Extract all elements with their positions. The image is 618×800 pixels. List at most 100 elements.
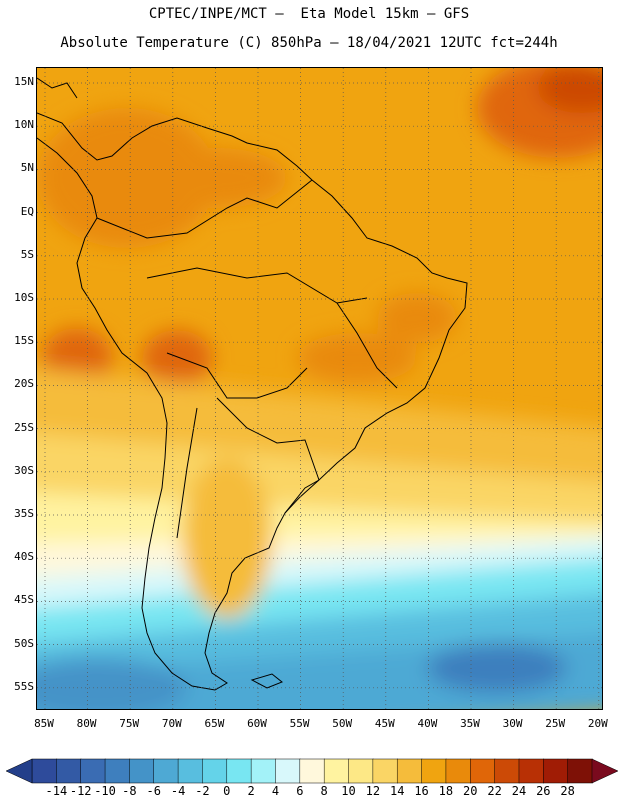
lat-label: 40S: [14, 550, 34, 564]
field-argentina-warm: [182, 458, 272, 618]
lon-label: 30W: [502, 717, 523, 730]
colorbar-tick-label: -8: [122, 784, 137, 798]
lon-label: 20W: [587, 717, 608, 730]
colorbar-tick-label: 12: [365, 784, 381, 798]
colorbar-tick-label: 24: [511, 784, 527, 798]
lat-label: 55S: [14, 679, 34, 693]
field-hot-bolivia: [142, 330, 212, 386]
colorbar-swatch: [275, 758, 301, 784]
border-amazon: [146, 267, 368, 304]
temperature-map: [36, 67, 603, 710]
field-cold-pacific: [37, 658, 187, 709]
colorbar-swatch: [31, 758, 58, 784]
colorbar-swatch: [543, 758, 569, 784]
colorbar-tick-label: -14: [45, 784, 68, 798]
lon-label: 65W: [204, 717, 225, 730]
colorbar-swatch: [567, 758, 593, 784]
colorbar-swatch: [80, 758, 106, 784]
lat-label: 15S: [14, 334, 34, 348]
colorbar-swatch: [202, 758, 228, 784]
lon-label: 25W: [545, 717, 566, 730]
border-brazil-states: [336, 302, 398, 389]
colorbar-tick-label: -10: [94, 784, 116, 798]
field-hot-ne: [537, 68, 602, 113]
border-chile-argentina: [176, 407, 198, 539]
lon-label: 80W: [76, 717, 97, 730]
south-america-coast: [37, 112, 468, 691]
colorbar-swatch: [445, 758, 472, 784]
field-orange-brazil: [297, 333, 417, 383]
field-orange-nw: [37, 108, 217, 248]
lat-label: 5S: [20, 247, 34, 261]
map-title-line-2: Absolute Temperature (C) 850hPa – 18/04/…: [60, 35, 558, 51]
colorbar-tick-label: 2: [247, 784, 255, 798]
colorbar-tick-label: 4: [271, 784, 280, 798]
colorbar-swatch: [518, 758, 545, 784]
colorbar-tick-label: 20: [463, 784, 478, 798]
colorbar-swatch: [104, 758, 131, 784]
central-america: [37, 77, 78, 99]
lat-label: 5N: [20, 161, 34, 175]
lat-label: 35S: [14, 507, 34, 520]
coastlines: [37, 77, 468, 691]
colorbar-swatch: [494, 758, 520, 784]
colorbar-swatch: [250, 758, 277, 784]
border-paraguay: [216, 397, 320, 481]
lon-label: 60W: [247, 717, 267, 730]
colorbar-tick-label: 10: [341, 784, 356, 798]
lat-lon-grid: [37, 68, 602, 709]
lat-label: 50S: [14, 636, 34, 650]
border-uruguay: [284, 479, 320, 514]
colorbar-tick-label: -12: [69, 784, 92, 798]
colorbar-tick-label: 22: [487, 784, 502, 798]
colorbar-swatch: [129, 758, 155, 784]
colorbar-swatch: [323, 758, 350, 784]
lon-label: 50W: [332, 717, 353, 730]
colorbar-tick-label: -2: [195, 784, 210, 798]
lat-label: 10S: [14, 291, 34, 304]
colorbar-over-arrow: [591, 758, 618, 784]
lat-label: 30S: [14, 463, 34, 477]
field-cold-atlantic: [427, 643, 567, 693]
colorbar-under-arrow: [5, 758, 33, 784]
lon-label: 45W: [374, 717, 395, 730]
colorbar-swatch: [470, 758, 496, 784]
map-title-line-1: CPTEC/INPE/MCT – Eta Model 15km – GFS: [148, 6, 470, 22]
colorbar-swatch: [177, 758, 204, 784]
lon-label: 55W: [289, 717, 310, 730]
lat-label: 45S: [14, 593, 34, 607]
border-north: [96, 179, 313, 239]
colorbar-tick-label: 26: [536, 784, 551, 798]
field-orange-n: [147, 148, 287, 208]
colorbar-swatch: [226, 758, 252, 784]
colorbar-swatch: [396, 758, 423, 784]
lat-label: 15N: [14, 75, 34, 88]
lon-label: 35W: [460, 717, 480, 730]
colorbar-swatch: [299, 758, 325, 784]
border-bolivia: [166, 352, 308, 399]
map-canvas: [37, 68, 602, 709]
lon-label: 40W: [417, 717, 438, 730]
colorbar-swatch: [348, 758, 374, 784]
colorbar-tick-label: 16: [414, 784, 429, 798]
colorbar-tick-label: 0: [223, 784, 231, 798]
colorbar-swatch: [421, 758, 447, 784]
colorbar-swatch: [153, 758, 179, 784]
field-orange-ne-brazil: [377, 293, 457, 343]
lat-label: 25S: [14, 420, 34, 434]
lat-label: 20S: [14, 377, 34, 391]
lon-label: 85W: [34, 717, 54, 730]
falklands: [250, 673, 283, 689]
colorbar-swatch: [56, 758, 82, 784]
colorbar-tick-label: 18: [438, 784, 454, 798]
lon-label: 75W: [119, 717, 140, 730]
colorbar-tick-label: 14: [389, 784, 405, 798]
lat-label: 10N: [14, 118, 34, 132]
lat-label: EQ: [20, 204, 34, 218]
colorbar: [5, 758, 618, 784]
colorbar-tick-label: 6: [296, 784, 304, 798]
colorbar-tick-label: -6: [146, 784, 161, 798]
colorbar-tick-label: 28: [560, 784, 575, 798]
lon-label: 70W: [161, 717, 182, 730]
colorbar-tick-label: 8: [320, 784, 328, 798]
